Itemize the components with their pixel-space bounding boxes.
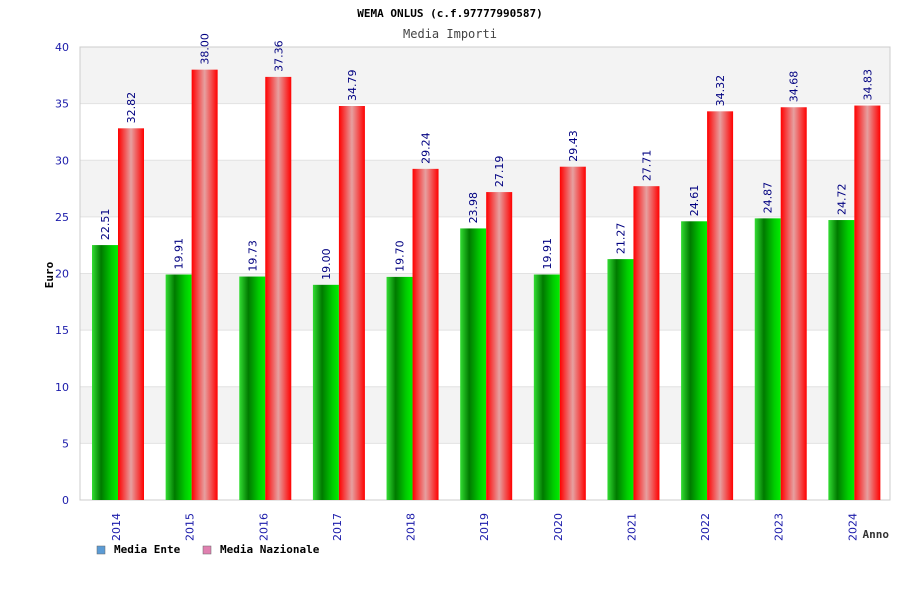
- bar: [754, 218, 781, 501]
- data-label: 19.91: [541, 238, 554, 270]
- x-tick-label: 2018: [405, 513, 418, 541]
- x-tick-label: 2024: [846, 513, 859, 541]
- legend-label: Media Nazionale: [220, 543, 320, 556]
- bar: [386, 276, 413, 500]
- x-tick-label: 2023: [773, 513, 786, 541]
- data-label: 24.72: [835, 184, 848, 216]
- x-tick-label: 2022: [699, 513, 712, 541]
- bar: [265, 76, 292, 500]
- y-tick-label: 40: [55, 41, 69, 54]
- bar: [338, 106, 365, 501]
- legend: Media Ente Media Nazionale: [96, 543, 320, 556]
- y-tick-label: 30: [55, 154, 69, 167]
- y-tick-label: 0: [62, 494, 69, 507]
- x-axis: 2014 2015 2016 2017 2018 2019 2020 2021 2022 2023…: [110, 513, 859, 541]
- y-axis: 0 5 10 15 20 25 30 35 40: [55, 41, 69, 507]
- bar: [92, 245, 118, 500]
- data-label: 32.82: [125, 92, 138, 124]
- data-label: 27.19: [493, 156, 506, 188]
- bar: [191, 69, 218, 501]
- data-label: 34.68: [788, 71, 801, 103]
- bar: [707, 111, 734, 501]
- bar: [460, 228, 487, 500]
- bar: [607, 259, 634, 500]
- legend-swatch: [96, 545, 106, 555]
- data-label: 22.51: [99, 209, 112, 241]
- legend-swatch: [202, 545, 212, 555]
- bar: [118, 128, 144, 500]
- data-label: 21.27: [614, 223, 627, 255]
- data-label: 34.32: [714, 75, 727, 107]
- y-tick-label: 20: [55, 268, 69, 281]
- chart-title: WEMA ONLUS (c.f.97777990587): [357, 7, 542, 20]
- x-tick-label: 2017: [331, 513, 344, 541]
- x-tick-label: 2015: [184, 513, 197, 541]
- x-tick-label: 2016: [257, 513, 270, 541]
- data-label: 37.36: [272, 40, 285, 72]
- y-tick-label: 35: [55, 98, 69, 111]
- data-label: 34.83: [861, 69, 874, 101]
- data-label: 19.91: [173, 238, 186, 270]
- bar: [828, 220, 855, 500]
- x-tick-label: 2014: [110, 513, 123, 541]
- bar: [239, 276, 266, 500]
- y-tick-label: 10: [55, 381, 69, 394]
- bar: [486, 192, 513, 501]
- data-label: 38.00: [199, 33, 212, 65]
- data-label: 19.00: [320, 248, 333, 280]
- bar: [780, 107, 807, 501]
- data-label: 27.71: [640, 150, 653, 182]
- bar: [681, 221, 708, 500]
- bar: [559, 166, 586, 500]
- data-label: 24.61: [688, 185, 701, 217]
- data-label: 24.87: [762, 182, 775, 214]
- x-tick-label: 2021: [625, 513, 638, 541]
- x-axis-label: Anno: [863, 528, 890, 541]
- bar: [854, 105, 881, 501]
- data-label: 34.79: [346, 70, 359, 102]
- y-tick-label: 15: [55, 324, 69, 337]
- x-tick-label: 2020: [552, 513, 565, 541]
- data-label: 19.73: [246, 240, 259, 272]
- y-axis-label: Euro: [43, 261, 56, 288]
- x-tick-label: 2019: [478, 513, 491, 541]
- bar: [165, 274, 192, 500]
- y-tick-label: 25: [55, 211, 69, 224]
- data-label: 29.43: [567, 130, 580, 162]
- bar: [533, 274, 560, 500]
- data-label: 23.98: [467, 192, 480, 224]
- bar: [312, 284, 339, 500]
- data-label: 19.70: [394, 240, 407, 272]
- bar: [633, 186, 660, 500]
- bars: 22.51 32.82 19.91 38.00 19.73 37.36 19.00 34.79…: [92, 33, 881, 501]
- bar: [412, 168, 439, 500]
- data-label: 29.24: [420, 132, 433, 164]
- y-tick-label: 5: [62, 437, 69, 450]
- legend-label: Media Ente: [114, 543, 181, 556]
- chart-subtitle: Media Importi: [403, 27, 497, 41]
